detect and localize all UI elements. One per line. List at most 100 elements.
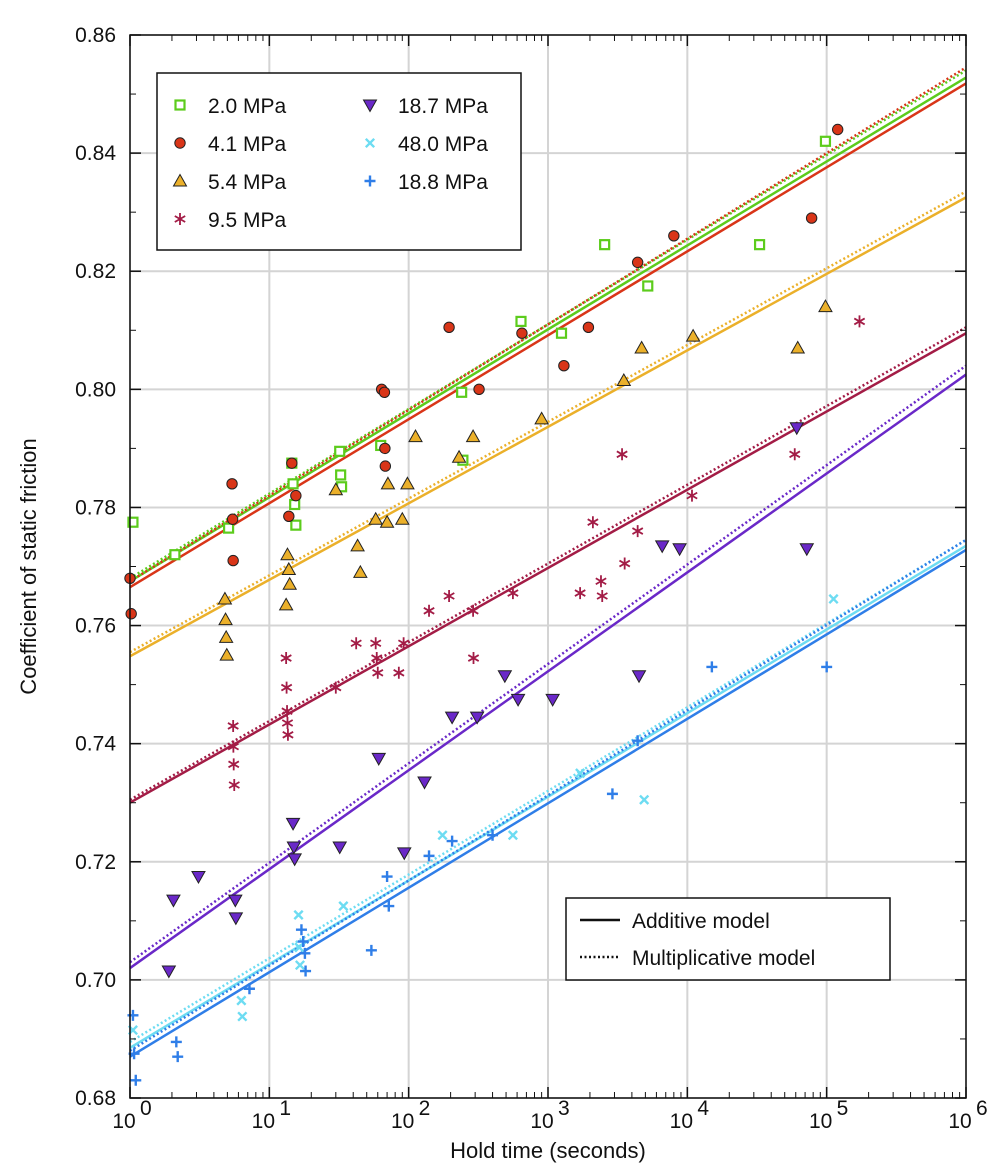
additive-fit-line [129, 82, 967, 589]
data-point-square [127, 516, 139, 528]
x-tick-exponent: 0 [140, 1097, 152, 1120]
series-legend: 2.0 MPa 4.1 MPa 5.4 MPa 9.5 MPa 18.7 MPa 48.0… [156, 72, 522, 251]
series-points [227, 315, 866, 792]
data-point-triangle-up [380, 476, 396, 490]
data-point-x [293, 909, 304, 920]
data-point-square [334, 445, 346, 457]
data-point-circle [125, 608, 137, 620]
data-point-triangle-down [417, 776, 432, 790]
data-point-asterisk [423, 604, 435, 617]
data-point-circle [174, 137, 186, 149]
data-point-triangle-up [790, 340, 806, 354]
data-point-plus [606, 788, 618, 800]
data-point-triangle-down [672, 543, 687, 557]
data-point-circle [286, 457, 298, 469]
additive-fit-line [129, 373, 967, 970]
data-point-triangle-up [465, 429, 481, 443]
data-point-triangle-up [278, 597, 294, 611]
data-point-triangle-up [218, 629, 234, 643]
multiplicative-fit-line [129, 364, 967, 964]
data-point-plus [446, 835, 458, 847]
data-point-triangle-up [352, 564, 368, 578]
data-point-triangle-up [634, 340, 650, 354]
x-tick-exponent: 3 [558, 1097, 570, 1120]
data-point-triangle-down [161, 965, 177, 979]
y-tick-label: 0.70 [75, 969, 116, 992]
model-legend-box [565, 897, 891, 981]
data-point-plus [632, 735, 644, 747]
legend-entry-label: 5.4 MPa [208, 171, 287, 194]
data-point-triangle-up [282, 576, 298, 590]
model-fit-lines [129, 66, 967, 1058]
data-point-x [437, 830, 448, 841]
legend-entry-label: 48.0 MPa [398, 133, 488, 156]
data-point-asterisk [228, 758, 240, 771]
data-point-triangle-down [191, 871, 206, 885]
data-point-triangle-up [534, 411, 549, 425]
series-points [127, 661, 833, 1086]
data-point-triangle-up [281, 561, 297, 575]
data-point-triangle-down [799, 543, 815, 557]
x-tick-label: 10 [948, 1110, 971, 1133]
data-point-circle [443, 321, 455, 334]
legend-entry-label: 4.1 MPa [208, 133, 287, 156]
data-point-asterisk [174, 213, 186, 225]
x-tick-exponent: 4 [697, 1097, 709, 1120]
additive-fit-line [129, 196, 967, 658]
x-tick-label: 10 [391, 1110, 414, 1133]
data-point-asterisk [227, 719, 239, 732]
data-point-triangle-up [408, 429, 423, 443]
data-point-triangle-up [219, 647, 235, 661]
data-point-square [335, 469, 347, 481]
data-point-plus [295, 924, 307, 936]
data-point-x [828, 593, 839, 605]
series-points [127, 593, 839, 1036]
data-point-plus [364, 175, 376, 187]
model-legend: Additive model Multiplicative model [565, 897, 891, 981]
data-point-triangle-up [451, 449, 467, 463]
data-point-plus [243, 983, 255, 995]
data-point-triangle-up [350, 538, 365, 552]
y-tick-label: 0.78 [75, 496, 116, 519]
data-point-circle [668, 230, 680, 242]
data-point-asterisk [227, 740, 240, 753]
data-point-triangle-down [510, 693, 526, 707]
additive-fit-line [129, 544, 967, 1049]
data-point-plus [365, 944, 377, 956]
data-point-circle [226, 513, 239, 525]
data-point-triangle-down [654, 540, 670, 554]
data-point-x [364, 137, 376, 149]
x-tick-label: 10 [670, 1110, 693, 1133]
data-point-circle [379, 442, 391, 455]
data-point-circle [227, 554, 239, 567]
model-legend-label: Multiplicative model [632, 947, 815, 970]
data-point-triangle-down [371, 752, 387, 766]
data-point-square [753, 239, 766, 251]
data-point-plus [821, 661, 833, 673]
data-point-triangle-down [545, 693, 561, 707]
additive-fit-line [129, 76, 967, 583]
y-tick-label: 0.76 [75, 615, 116, 638]
data-point-square [515, 315, 527, 328]
data-point-square [456, 386, 468, 398]
data-point-asterisk [330, 681, 342, 694]
data-point-triangle-up [685, 328, 701, 342]
data-point-asterisk [619, 557, 631, 570]
data-point-x [507, 830, 518, 841]
x-tick-label: 10 [252, 1110, 275, 1133]
data-point-triangle-down [286, 841, 302, 855]
y-tick-label: 0.74 [75, 733, 116, 756]
data-point-plus [130, 1074, 142, 1086]
data-point-triangle-down [166, 894, 181, 908]
x-axis-title: Hold time (seconds) [450, 1138, 646, 1163]
additive-fit-line [129, 332, 967, 804]
x-tick-exponent: 5 [837, 1097, 849, 1120]
data-point-asterisk [507, 587, 519, 600]
data-point-plus [706, 661, 718, 673]
data-point-plus [299, 947, 311, 959]
data-point-triangle-down [469, 711, 485, 725]
multiplicative-fit-line [129, 190, 967, 654]
data-point-triangle-down [631, 670, 647, 684]
data-point-square [819, 135, 832, 147]
